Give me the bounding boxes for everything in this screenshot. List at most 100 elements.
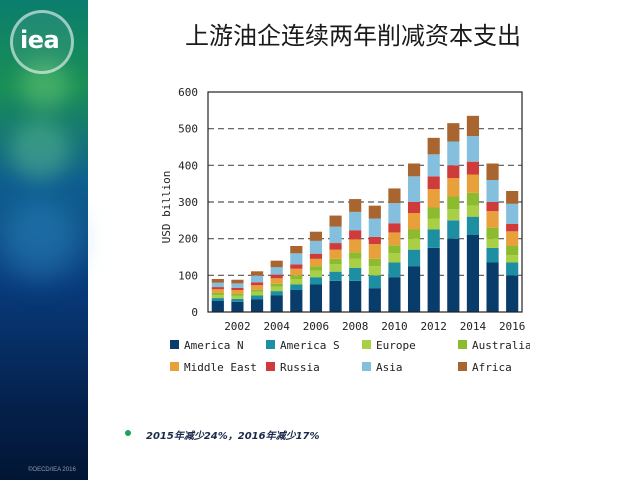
bar-middle-east-2013 [447,178,460,197]
bar-africa-2005 [290,246,303,254]
bar-australia-2014 [466,192,480,206]
bar-asia-2007 [329,226,342,244]
bar-europe-2011 [407,238,421,250]
bar-europe-2006 [309,270,323,278]
bar-asia-2002 [231,283,244,288]
bar-europe-2012 [427,218,440,230]
bar-russia-2004 [270,274,283,279]
bar-america-s-2011 [407,249,421,267]
bar-europe-2010 [388,253,401,263]
bar-australia-2002 [231,293,244,296]
bullet-text: 2015年减少24%，2016年减少17% [146,431,320,442]
bar-australia-2015 [486,227,499,239]
bar-america-n-2001 [211,301,224,312]
bar-russia-2002 [231,287,244,290]
bar-australia-2010 [388,245,401,254]
stacked-bar-chart: 0 100 200 300 400 500 600 USD billion 2002 2004 20… [160,86,530,374]
bar-asia-2009 [368,218,381,237]
bar-middle-east-2005 [290,268,303,276]
legend-label-america-s: America S [280,339,340,352]
x-tick-label: 2010 [381,320,408,333]
bar-middle-east-2009 [368,244,381,259]
bar-america-s-2013 [447,220,460,239]
sidebar-banner: iea ©OECD/IEA 2016 [0,0,88,480]
bar-middle-east-2010 [388,232,401,246]
bar-europe-2005 [290,279,303,285]
bar-africa-2010 [388,188,401,204]
bar-america-s-2009 [368,275,381,289]
bar-asia-2005 [290,253,303,265]
bar-russia-2010 [388,223,401,233]
legend-label-africa: Africa [472,361,512,374]
bar-asia-2006 [309,240,323,254]
y-axis-label: USD billion [160,171,173,244]
bar-russia-2005 [290,264,303,269]
legend-swatch-middle-east [170,362,179,371]
bar-europe-2008 [349,258,362,268]
bar-africa-2009 [368,205,381,219]
legend-swatch-europe [362,340,371,349]
bar-australia-2005 [290,275,303,279]
x-tick-label: 2012 [420,320,447,333]
bar-middle-east-2014 [466,174,480,193]
x-tick-label: 2002 [224,320,251,333]
bar-europe-2002 [231,295,244,299]
bullet-icon [125,430,131,436]
bar-australia-2004 [270,283,283,287]
bar-america-n-2014 [466,235,480,312]
x-tick-label: 2014 [460,320,487,333]
bar-middle-east-2002 [231,290,244,294]
x-tick-label: 2008 [342,320,369,333]
legend-label-america-n: America N [184,339,244,352]
bar-africa-2013 [447,123,460,142]
bar-russia-2003 [250,282,264,286]
bar-russia-2001 [211,287,224,290]
legend-label-asia: Asia [376,361,403,374]
y-tick-label: 100 [178,269,198,282]
slide-title: 上游油企连续两年削减资本支出 [185,22,521,50]
bar-america-s-2004 [270,291,283,296]
bar-russia-2011 [407,202,421,213]
bar-africa-2008 [349,199,362,212]
bar-asia-2011 [407,176,421,202]
bar-africa-2001 [211,279,224,283]
y-tick-label: 400 [178,159,198,172]
bar-russia-2006 [309,253,323,259]
bar-america-n-2007 [329,280,342,312]
legend-label-middle-east: Middle East [184,361,257,374]
bar-asia-2003 [250,275,264,283]
bar-america-s-2007 [329,271,342,281]
bar-america-s-2008 [349,268,362,281]
bar-russia-2016 [506,224,519,232]
bar-russia-2012 [427,176,440,190]
y-tick-label: 0 [191,306,198,319]
legend-label-europe: Europe [376,339,416,352]
bar-america-n-2004 [270,295,283,312]
bar-africa-2004 [270,260,283,268]
x-tick-label: 2004 [263,320,290,333]
bar-middle-east-2001 [211,289,224,293]
bar-russia-2007 [329,243,342,250]
logo-text: iea [20,26,60,54]
bar-europe-2014 [466,205,480,217]
y-tick-label: 600 [178,86,198,99]
bar-america-s-2003 [250,295,264,300]
bar-america-n-2016 [506,275,519,312]
bar-asia-2001 [211,282,224,288]
bar-africa-2012 [427,137,440,155]
bar-america-n-2015 [486,262,499,312]
bar-america-n-2013 [447,238,460,312]
bar-europe-2013 [447,209,460,221]
bar-america-s-2001 [211,298,224,301]
bar-australia-2007 [329,258,342,265]
bar-australia-2003 [250,289,264,292]
bar-europe-2001 [211,295,224,299]
bar-asia-2008 [349,211,362,231]
y-tick-label: 300 [178,196,198,209]
bar-australia-2013 [447,196,460,210]
bar-america-n-2003 [250,299,264,312]
bar-middle-east-2008 [349,239,362,253]
bar-asia-2014 [466,136,480,162]
legend-swatch-america-n [170,340,179,349]
bar-russia-2015 [486,202,499,212]
